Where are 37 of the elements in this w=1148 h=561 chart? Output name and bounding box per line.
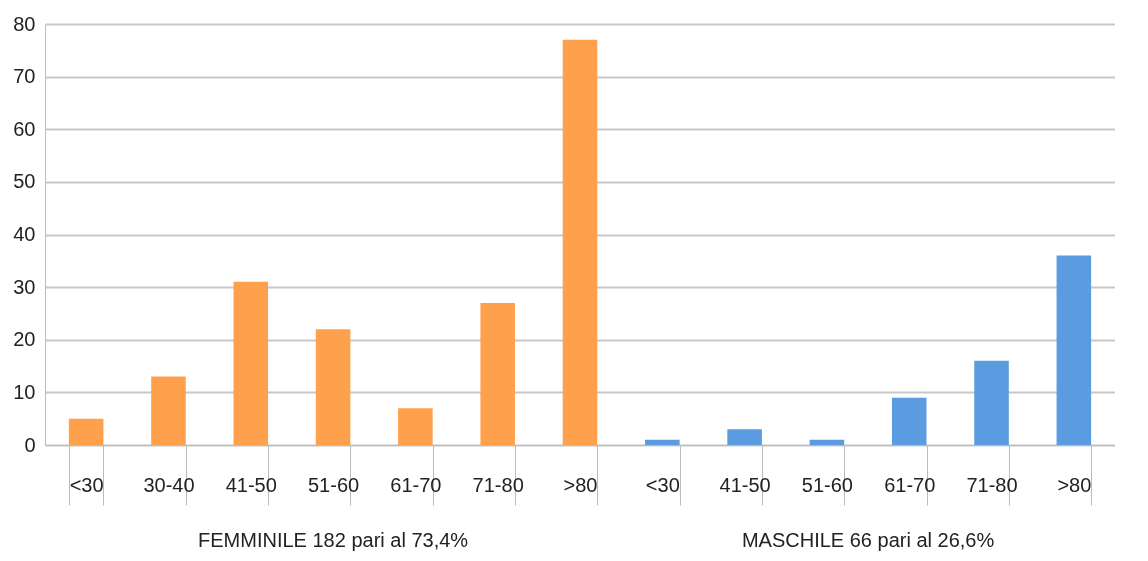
- y-tick-label: 10: [13, 380, 36, 403]
- y-tick-label: 60: [13, 117, 36, 140]
- bar: [68, 418, 104, 445]
- bar: [562, 39, 598, 445]
- bar: [891, 397, 927, 445]
- x-tick-label: >80: [1057, 473, 1092, 496]
- x-tick-label: 51-60: [308, 473, 360, 496]
- y-tick-label: 30: [13, 275, 36, 298]
- x-tick-label: 30-40: [143, 473, 195, 496]
- x-tick-label: >80: [563, 473, 598, 496]
- x-tick-label: 61-70: [884, 473, 936, 496]
- y-tick-label: 80: [13, 12, 36, 35]
- y-tick-label: 40: [13, 223, 36, 245]
- x-tick-label: <30: [69, 473, 104, 496]
- y-tick-label: 50: [13, 170, 36, 193]
- bar: [315, 329, 351, 445]
- text: MASCHILE 66 pari al 26,6%: [741, 529, 995, 551]
- bar: [1056, 255, 1092, 445]
- x-tick-label: <30: [645, 473, 680, 496]
- bar: [398, 408, 433, 445]
- text: FEMMINILE 182 pari al 73,4%: [198, 529, 469, 551]
- bar: [151, 376, 186, 445]
- x-tick-label: 41-50: [225, 473, 277, 496]
- y-tick-label: 70: [13, 65, 36, 88]
- bar: [727, 429, 762, 445]
- x-tick-label: 71-80: [966, 473, 1018, 496]
- bar: [974, 360, 1009, 445]
- x-tick-label: 61-70: [390, 473, 442, 496]
- bar: [809, 439, 845, 445]
- x-tick-label: 51-60: [801, 473, 853, 496]
- y-tick-label: 20: [13, 328, 36, 351]
- bar: [645, 439, 680, 445]
- x-tick-label: 41-50: [719, 473, 771, 496]
- x-tick-label: 71-80: [472, 473, 524, 496]
- bar: [233, 281, 269, 445]
- y-tick-label: 0: [24, 433, 36, 456]
- bar: [480, 302, 515, 445]
